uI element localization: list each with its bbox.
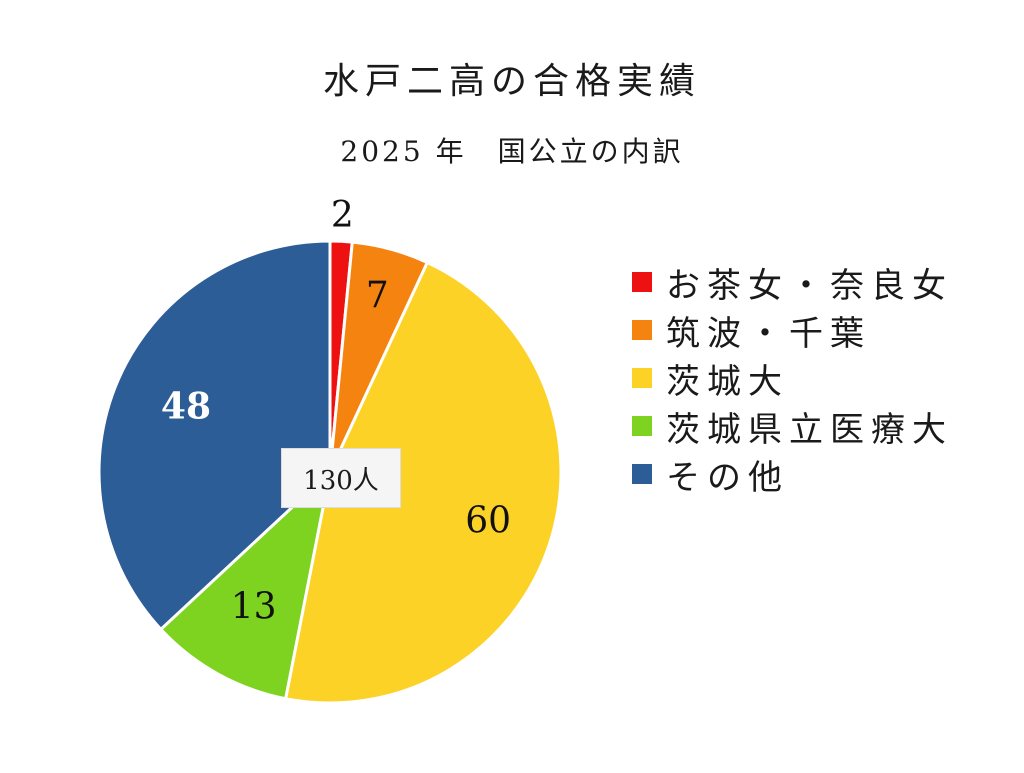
legend-label: その他 [666, 457, 789, 498]
chart-subtitle: 2025 年 国公立の内訳 [340, 135, 684, 168]
chart-title: 水戸二高の合格実績 [322, 61, 701, 102]
total-label: 130人 [281, 448, 401, 508]
legend-label: 茨城大 [666, 361, 789, 402]
slice-value-label-1: 2 [331, 195, 354, 236]
legend-item: 茨城大 [632, 354, 953, 402]
slice-value-label-5: 48 [161, 385, 211, 427]
pie-slice-4 [158, 467, 333, 701]
legend: お茶女・奈良女 筑波・千葉茨城大茨城県立医療大 その他 [632, 258, 953, 498]
legend-swatch [632, 272, 652, 292]
pie-slice-5 [97, 239, 332, 632]
legend-item: その他 [632, 450, 953, 498]
slice-value-label-3: 60 [465, 500, 511, 541]
pie-slice-3 [283, 260, 563, 705]
legend-swatch [632, 464, 652, 484]
legend-label: 茨城県立医療大 [666, 409, 953, 450]
legend-item: お茶女・奈良女 [632, 258, 953, 306]
legend-item: 茨城県立医療大 [632, 402, 953, 450]
slice-value-label-2: 7 [366, 275, 389, 316]
slice-value-label-4: 13 [231, 586, 277, 627]
legend-swatch [632, 368, 652, 388]
legend-item: 筑波・千葉 [632, 306, 953, 354]
legend-label: 筑波・千葉 [666, 313, 871, 354]
legend-label: お茶女・奈良女 [666, 265, 953, 306]
legend-swatch [632, 320, 652, 340]
legend-swatch [632, 416, 652, 436]
